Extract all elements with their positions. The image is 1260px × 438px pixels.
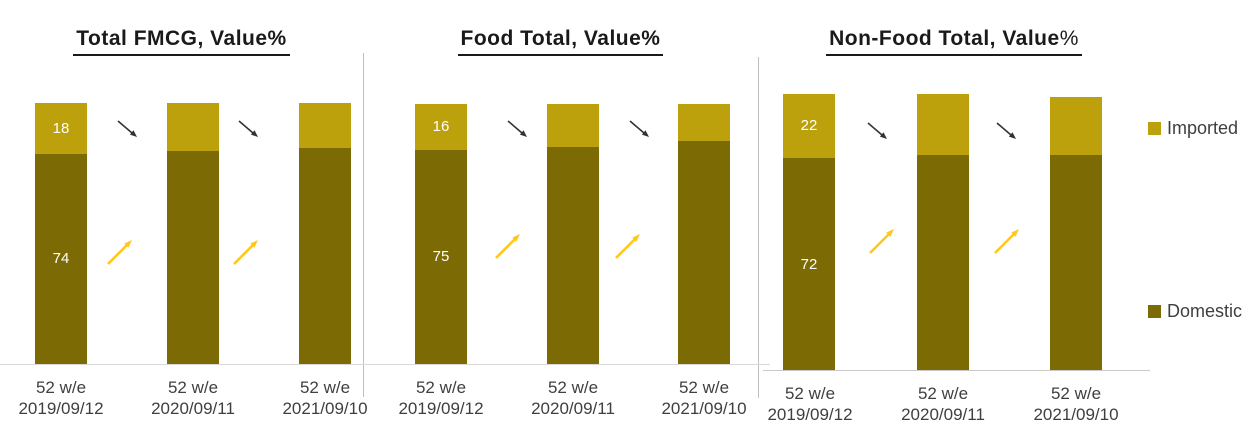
period-line2: 2019/09/12: [767, 405, 853, 424]
period-line2: 2021/09/10: [1033, 405, 1119, 424]
domestic-segment: [1050, 155, 1102, 370]
imported-segment: [1050, 96, 1102, 156]
bars: 16 75: [363, 88, 758, 364]
imported-segment: [546, 103, 599, 147]
chart-title: Non-Food Total, Value%: [758, 27, 1150, 56]
domestic-increase-arrow: [107, 240, 132, 265]
imported-segment: [167, 102, 219, 151]
imported-segment: [678, 103, 730, 141]
period-line1: 52 w/e: [1050, 384, 1102, 403]
domestic-increase-arrow: [233, 240, 258, 265]
period-line2: 2020/09/11: [151, 399, 235, 418]
period-line1: 52 w/e: [784, 384, 836, 403]
domestic-segment: [546, 146, 599, 364]
panel-divider: [363, 53, 364, 397]
legend-item-domestic: Domestic: [1148, 301, 1242, 322]
domestic-increase-arrow: [869, 229, 894, 254]
chart-title: Food Total, Value%: [363, 27, 758, 56]
x-axis-label: 52 w/e 2019/09/12: [0, 377, 126, 419]
imported-segment: 18: [35, 102, 87, 154]
chart-title-percent: %: [1059, 27, 1079, 50]
legend: Imported Domestic: [1148, 0, 1260, 438]
domestic-segment: 75: [415, 149, 467, 364]
x-axis-label: 52 w/e 2021/09/10: [1011, 383, 1141, 425]
chart-panel-total-fmcg: Total FMCG, Value% 18 74 52 w/e: [0, 0, 367, 438]
chart-panel-non-food-total: Non-Food Total, Value% 22 72 52: [758, 0, 1150, 438]
domestic-segment: [167, 151, 219, 364]
imported-segment: [916, 93, 969, 156]
imported-segment: [299, 102, 351, 149]
imported-decrease-arrow: [117, 120, 137, 137]
imported-swatch-icon: [1148, 122, 1161, 135]
legend-label: Domestic: [1167, 301, 1243, 321]
stacked-bar: 16 75: [415, 103, 467, 364]
stacked-bar: [1050, 96, 1102, 370]
x-axis-label: 52 w/e 2020/09/11: [878, 383, 1008, 425]
plot-area: 16 75: [363, 88, 758, 364]
period-line2: 2019/09/12: [18, 399, 104, 418]
domestic-increase-arrow: [994, 229, 1019, 254]
period-line1: 52 w/e: [917, 384, 969, 403]
imported-decrease-arrow: [996, 122, 1016, 139]
plot-area: 18 74: [0, 88, 363, 364]
stacked-bar: [299, 102, 351, 364]
chart-panel-food-total: Food Total, Value% 16 75 52 w/e: [363, 0, 758, 438]
legend-item-imported: Imported: [1148, 118, 1238, 139]
x-axis-label: 52 w/e 2019/09/12: [745, 383, 875, 425]
x-axis-label: 52 w/e 2019/09/12: [376, 377, 506, 419]
period-line1: 52 w/e: [547, 378, 599, 397]
domestic-segment: [916, 155, 969, 370]
x-axis-label: 52 w/e 2021/09/10: [639, 377, 769, 419]
domestic-segment: 72: [783, 158, 835, 370]
imported-segment: 22: [783, 93, 835, 159]
panel-divider: [758, 57, 759, 398]
x-axis-labels: 52 w/e 2019/09/12 52 w/e 2020/09/11 52 w…: [363, 377, 758, 427]
domestic-segment: [678, 140, 730, 364]
domestic-swatch-icon: [1148, 305, 1161, 318]
chart-title-percent: %: [267, 27, 287, 50]
imported-segment: 16: [415, 103, 467, 150]
legend-label: Imported: [1167, 118, 1239, 138]
chart-title-text: Total FMCG, Value: [76, 27, 268, 50]
period-line2: 2021/09/10: [661, 399, 747, 418]
stacked-bar: [678, 103, 730, 364]
stacked-bar: [916, 93, 969, 370]
bars: 18 74: [0, 88, 363, 364]
period-line1: 52 w/e: [167, 378, 219, 397]
imported-decrease-arrow: [867, 122, 887, 139]
period-line1: 52 w/e: [299, 378, 351, 397]
x-axis-line: [0, 364, 770, 365]
imported-decrease-arrow: [629, 120, 649, 137]
domestic-segment: [299, 148, 351, 364]
period-line1: 52 w/e: [35, 378, 87, 397]
x-axis-labels: 52 w/e 2019/09/12 52 w/e 2020/09/11 52 w…: [758, 383, 1150, 433]
x-axis-label: 52 w/e 2020/09/11: [128, 377, 258, 419]
domestic-segment: 74: [35, 153, 87, 364]
chart-title-text: Food Total, Value: [460, 27, 642, 50]
period-line2: 2020/09/11: [901, 405, 985, 424]
period-line1: 52 w/e: [678, 378, 730, 397]
imported-decrease-arrow: [238, 120, 258, 137]
x-axis-labels: 52 w/e 2019/09/12 52 w/e 2020/09/11 52 w…: [0, 377, 367, 427]
stacked-bar: 18 74: [35, 102, 87, 364]
period-line2: 2019/09/12: [398, 399, 484, 418]
stacked-bar: 22 72: [783, 93, 835, 370]
period-line1: 52 w/e: [415, 378, 467, 397]
stacked-bar: [546, 103, 599, 364]
x-axis-line: [763, 370, 1150, 371]
domestic-increase-arrow: [495, 234, 520, 259]
chart-title-text: Non-Food Total, Value: [829, 27, 1060, 50]
imported-decrease-arrow: [507, 120, 527, 137]
chart-title: Total FMCG, Value%: [0, 27, 363, 56]
stacked-bar: [167, 102, 219, 364]
bars: 22 72: [758, 93, 1150, 370]
domestic-increase-arrow: [615, 234, 640, 259]
plot-area: 22 72: [758, 93, 1150, 370]
x-axis-label: 52 w/e 2020/09/11: [508, 377, 638, 419]
period-line2: 2021/09/10: [282, 399, 368, 418]
chart-title-percent: %: [641, 27, 661, 50]
x-axis-label: 52 w/e 2021/09/10: [260, 377, 390, 419]
period-line2: 2020/09/11: [531, 399, 615, 418]
